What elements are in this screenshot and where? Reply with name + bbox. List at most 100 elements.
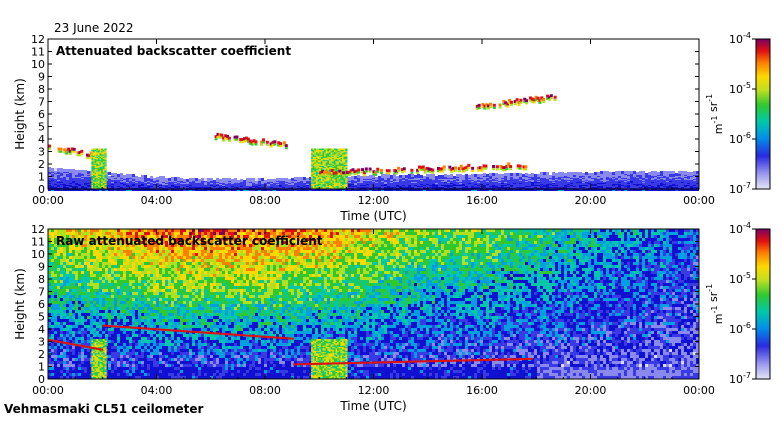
heatmap-cell <box>283 141 286 144</box>
heatmap-cell <box>254 140 257 143</box>
heatmap-cell <box>73 148 76 151</box>
colorbar <box>756 39 770 189</box>
heatmap-cell <box>499 107 502 109</box>
x-tick-label: 00:00 <box>32 194 64 207</box>
heatmap-cell <box>416 172 419 174</box>
heatmap-cell <box>513 176 516 179</box>
heatmap-cell <box>54 259 57 262</box>
heatmap-cell <box>666 171 669 174</box>
x-tick-label: 16:00 <box>466 194 498 207</box>
heatmap-cell <box>66 286 69 289</box>
heatmap-cell <box>255 178 258 181</box>
heatmap-cell <box>262 142 265 144</box>
heatmap-cell <box>484 165 487 168</box>
heatmap-cell <box>228 137 231 140</box>
heatmap-cell <box>397 167 400 170</box>
heatmap-cell <box>365 171 368 173</box>
heatmap-cell <box>51 361 54 364</box>
heatmap-cell <box>331 169 334 172</box>
heatmap-cell <box>506 106 509 108</box>
heatmap-cell <box>63 337 66 340</box>
heatmap-cell <box>361 168 364 171</box>
heatmap-cell <box>327 172 330 175</box>
heatmap-cell <box>254 143 257 145</box>
y-tick-label: 3 <box>38 146 45 159</box>
heatmap-cell <box>410 172 413 174</box>
heatmap-cell <box>489 103 492 106</box>
heatmap-cell <box>69 256 72 259</box>
heatmap-cell <box>63 289 66 292</box>
heatmap-cell <box>177 177 180 180</box>
heatmap-cell <box>213 180 216 183</box>
heatmap-cell <box>60 337 63 340</box>
heatmap-cell <box>51 268 54 271</box>
heatmap-cell <box>215 138 218 140</box>
heatmap-cell <box>285 178 288 181</box>
heatmap-cell <box>88 157 91 159</box>
heatmap-cell <box>54 168 57 171</box>
heatmap-cell <box>388 172 391 174</box>
heatmap-cell <box>63 355 66 358</box>
heatmap-cell <box>273 143 276 145</box>
heatmap-cell <box>505 168 508 170</box>
heatmap-cell <box>454 166 457 169</box>
heatmap-cell <box>80 150 83 153</box>
heatmap-cell <box>672 171 675 174</box>
heatmap-cell <box>69 289 72 292</box>
heatmap-cell <box>57 298 60 301</box>
heatmap-cell <box>57 328 60 331</box>
heatmap-cell <box>546 172 549 175</box>
heatmap-cell <box>542 101 545 103</box>
heatmap-cell <box>369 175 372 178</box>
heatmap-cell <box>114 173 117 176</box>
heatmap-cell <box>376 168 379 171</box>
heatmap-cell <box>63 271 66 274</box>
heatmap-cell <box>60 322 63 325</box>
heatmap-cell <box>111 173 114 176</box>
heatmap-cell <box>51 370 54 373</box>
heatmap-cell <box>60 295 63 298</box>
y-tick-label: 11 <box>31 46 45 59</box>
heatmap-cell <box>69 253 72 256</box>
heatmap-cell <box>66 355 69 358</box>
heatmap-cell <box>380 169 383 172</box>
heatmap-cell <box>63 268 66 271</box>
heatmap-cell <box>66 364 69 367</box>
heatmap-cell <box>63 304 66 307</box>
heatmap-cell <box>57 334 60 337</box>
heatmap-cell <box>63 307 66 310</box>
heatmap-cell <box>66 295 69 298</box>
heatmap-cell <box>63 358 66 361</box>
heatmap-cell <box>669 171 672 174</box>
heatmap-cell <box>69 310 72 313</box>
heatmap-cell <box>525 173 528 176</box>
heatmap-cell <box>493 104 496 107</box>
heatmap-cell <box>690 172 693 175</box>
heatmap-cell <box>60 274 63 277</box>
heatmap-cell <box>57 277 60 280</box>
heatmap-cell <box>69 262 72 265</box>
heatmap-cell <box>342 174 345 176</box>
heatmap-cell <box>57 262 60 265</box>
heatmap-cell <box>588 173 591 176</box>
heatmap-cell <box>552 176 555 179</box>
heatmap-cell <box>365 167 368 170</box>
heatmap-cell <box>141 175 144 178</box>
heatmap-cell <box>60 250 63 253</box>
heatmap-cell <box>403 170 406 172</box>
heatmap-cell <box>60 298 63 301</box>
heatmap-cell <box>138 177 141 180</box>
heatmap-cells <box>48 229 699 380</box>
heatmap-cell <box>498 174 501 177</box>
heatmap-cell <box>510 101 513 104</box>
heatmap-cell <box>66 256 69 259</box>
heatmap-cell <box>54 319 57 322</box>
heatmap-cell <box>403 167 406 170</box>
heatmap-cell <box>54 337 57 340</box>
heatmap-cell <box>57 367 60 370</box>
heatmap-cell <box>660 171 663 174</box>
heatmap-cell <box>135 176 138 179</box>
heatmap-cell <box>57 283 60 286</box>
heatmap-cell <box>443 169 446 171</box>
